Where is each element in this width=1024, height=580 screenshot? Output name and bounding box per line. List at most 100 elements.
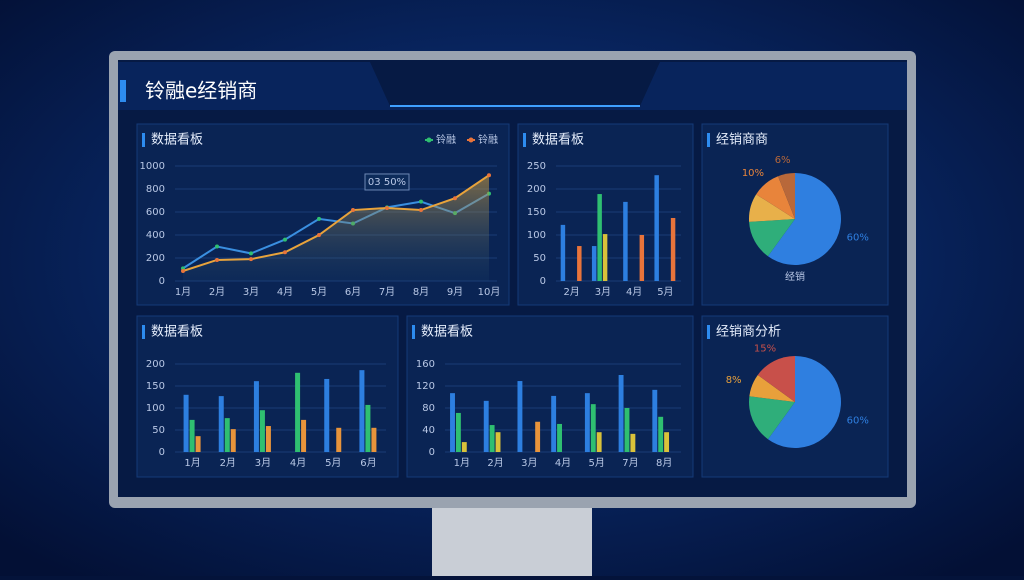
title-marker xyxy=(120,80,126,102)
bar xyxy=(450,393,455,452)
line-point xyxy=(283,250,287,255)
pie-slice xyxy=(756,176,795,219)
x-tick-label: 3月 xyxy=(521,457,537,469)
panel-title: 数据看板 xyxy=(151,132,203,148)
bar xyxy=(189,419,195,452)
bar xyxy=(623,201,628,281)
x-tick-label: 1月 xyxy=(175,286,191,298)
bar xyxy=(365,404,371,452)
bar xyxy=(602,234,608,281)
x-tick-label: 6月 xyxy=(345,286,361,298)
bar xyxy=(230,429,236,452)
bar xyxy=(535,421,541,452)
panel-title: 数据看板 xyxy=(532,132,584,148)
line-series xyxy=(182,174,490,272)
x-tick-label: 4月 xyxy=(277,286,293,298)
bar xyxy=(560,224,566,281)
y-tick-label: 100 xyxy=(146,403,165,414)
line-point xyxy=(385,205,389,210)
bar xyxy=(557,423,562,452)
bar xyxy=(652,389,658,452)
bar xyxy=(224,418,230,452)
legend-label: 铃融 xyxy=(478,133,498,146)
x-tick-label: 5月 xyxy=(657,286,673,298)
bar xyxy=(495,432,501,452)
x-tick-label: 8月 xyxy=(656,457,672,469)
y-tick-label: 150 xyxy=(527,207,546,218)
bar xyxy=(265,426,271,452)
bar xyxy=(489,425,495,452)
bar xyxy=(584,393,590,452)
y-tick-label: 120 xyxy=(416,381,435,392)
panel-marker xyxy=(523,133,526,147)
panel-title: 数据看板 xyxy=(421,324,473,340)
bar xyxy=(301,419,307,452)
x-tick-label: 9月 xyxy=(447,286,463,298)
panel xyxy=(406,315,694,478)
y-tick-label: 250 xyxy=(527,161,546,172)
bar xyxy=(336,427,342,452)
x-tick-label: 3月 xyxy=(255,457,271,469)
x-tick-label: 4月 xyxy=(290,457,306,469)
line-point xyxy=(215,257,219,262)
y-tick-label: 0 xyxy=(159,447,165,458)
line-point xyxy=(215,244,219,249)
tooltip-text: 03 50% xyxy=(368,177,406,188)
panel-marker xyxy=(142,325,145,339)
bar xyxy=(551,395,557,452)
bar xyxy=(597,194,602,281)
bar xyxy=(664,432,670,452)
x-tick-label: 10月 xyxy=(478,286,501,298)
y-tick-label: 0 xyxy=(540,276,546,287)
y-tick-label: 200 xyxy=(146,253,165,264)
panel-marker xyxy=(707,133,710,147)
x-tick-label: 6月 xyxy=(360,457,376,469)
panel-title: 经销商分析 xyxy=(716,325,781,340)
pie-label: 10% xyxy=(742,168,764,179)
pie-label: 6% xyxy=(775,155,791,166)
y-tick-label: 100 xyxy=(527,230,546,241)
line-point xyxy=(351,208,355,213)
bar xyxy=(590,404,596,452)
x-tick-label: 2月 xyxy=(487,457,503,469)
bar xyxy=(596,432,602,452)
bar xyxy=(670,217,676,281)
panel-title: 数据看板 xyxy=(151,324,203,340)
bar xyxy=(624,408,630,452)
line-point xyxy=(249,251,253,256)
pie-slice xyxy=(767,173,841,265)
legend-label: 铃融 xyxy=(436,133,456,146)
y-tick-label: 200 xyxy=(527,184,546,195)
pie-slice xyxy=(757,356,795,402)
bar xyxy=(371,427,377,452)
bar xyxy=(461,442,467,452)
x-tick-label: 8月 xyxy=(413,286,429,298)
bar xyxy=(658,416,664,452)
pie-label: 60% xyxy=(847,233,869,244)
line-point xyxy=(283,237,287,242)
line-area xyxy=(183,175,489,281)
y-tick-label: 0 xyxy=(159,276,165,287)
x-tick-label: 3月 xyxy=(243,286,259,298)
y-tick-label: 200 xyxy=(146,359,165,370)
x-tick-label: 1月 xyxy=(454,457,470,469)
y-tick-label: 800 xyxy=(146,184,165,195)
bar xyxy=(253,381,259,452)
line-point xyxy=(453,196,457,201)
y-tick-label: 600 xyxy=(146,207,165,218)
x-tick-label: 4月 xyxy=(555,457,571,469)
x-tick-label: 5月 xyxy=(311,286,327,298)
legend-dot xyxy=(468,137,474,143)
pie-slice xyxy=(748,396,795,440)
line-point xyxy=(419,208,423,213)
x-tick-label: 2月 xyxy=(220,457,236,469)
pie-slice xyxy=(749,219,795,257)
line-point xyxy=(249,257,253,262)
bar xyxy=(591,246,597,281)
x-tick-label: 3月 xyxy=(595,286,611,298)
pie-label: 60% xyxy=(847,416,869,427)
bar xyxy=(639,235,645,281)
bar xyxy=(577,246,582,281)
y-tick-label: 80 xyxy=(422,403,435,414)
